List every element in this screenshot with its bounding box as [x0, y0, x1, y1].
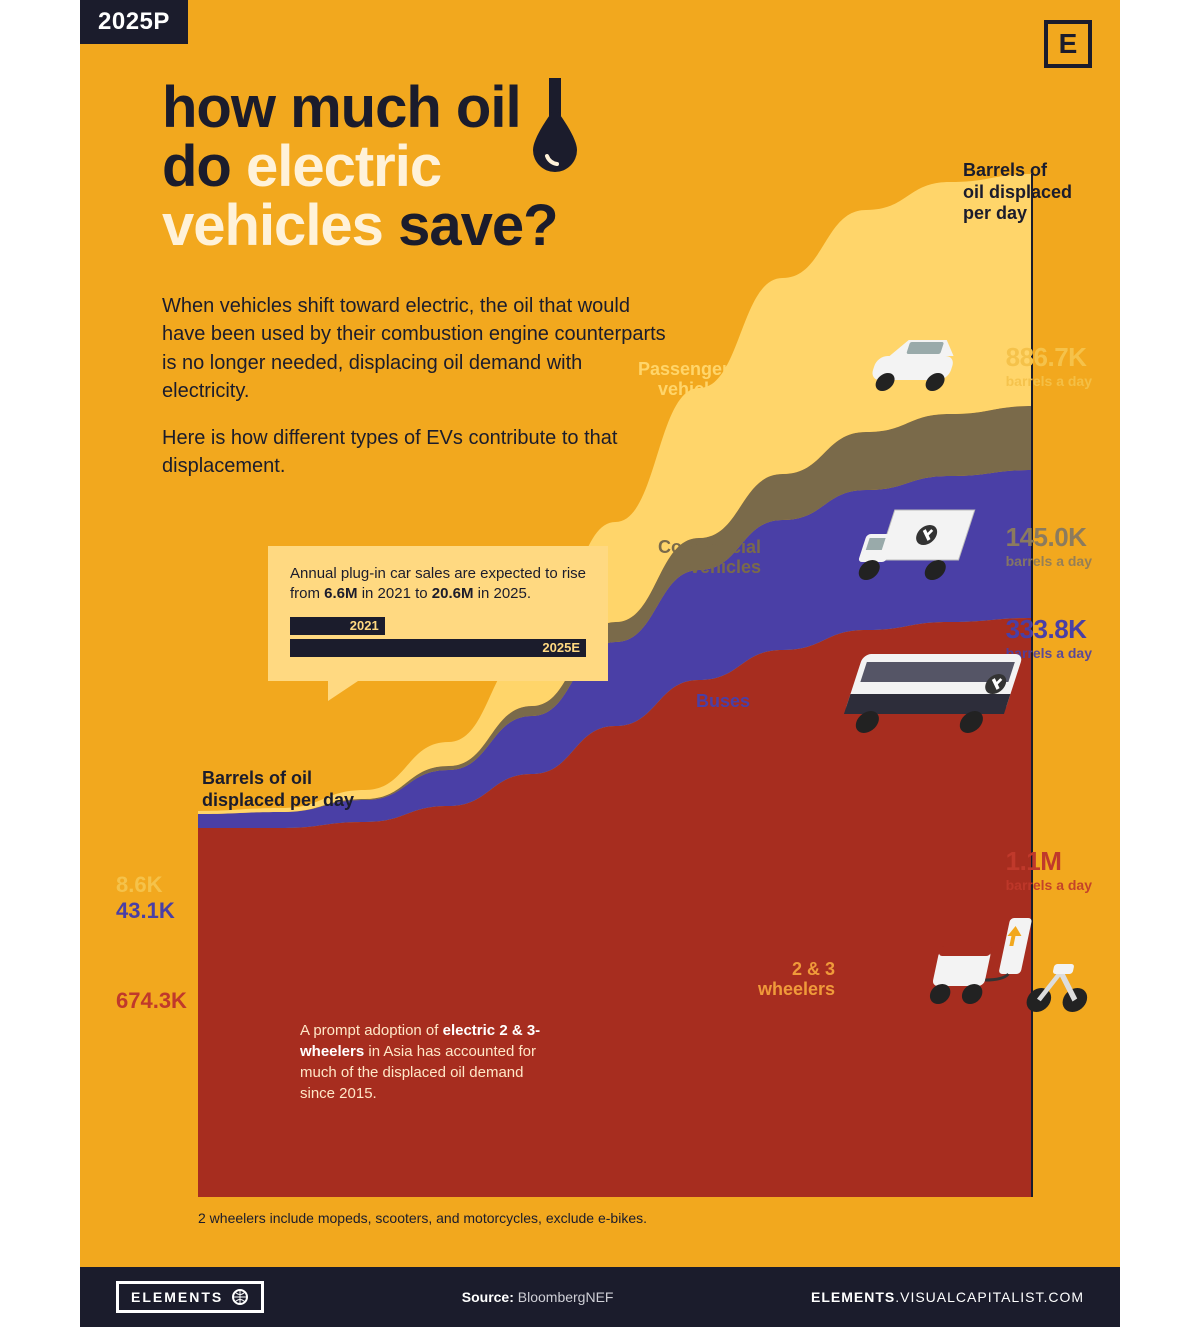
brand-letter: E [1059, 28, 1078, 60]
callout-text: Annual plug-in car sales are expected to… [290, 564, 586, 605]
start-value-passenger-vehicles: 8.6K [116, 872, 162, 898]
truck-icon [858, 500, 1008, 605]
callout-tail [328, 681, 358, 701]
series-label-commercial-vehicles: Commercialvehicles [658, 538, 761, 578]
footer-logo: ELEMENTS [116, 1281, 264, 1313]
bar-2025e: 2025E [290, 639, 586, 657]
sales-callout: Annual plug-in car sales are expected to… [268, 546, 608, 681]
footer-source: Source: BloombergNEF [264, 1289, 811, 1305]
year-end-badge: 2025P [80, 0, 188, 44]
start-value-buses: 43.1K [116, 898, 175, 924]
infographic-canvas: E how much oil do electric vehicles save… [80, 0, 1120, 1327]
callout-bar-chart: 2021 2025E [290, 617, 586, 657]
end-value-2-3-wheelers: 1.1Mbarrels a day [1006, 846, 1092, 893]
start-value-2-3-wheelers: 674.3K [116, 988, 187, 1014]
bus-icon [838, 640, 1038, 755]
footer-bar: ELEMENTS Source: BloombergNEF ELEMENTS.V… [80, 1267, 1120, 1327]
title-frag: l [505, 75, 520, 140]
left-axis-title: Barrels of oildisplaced per day [202, 768, 354, 811]
tuktuk-icon [918, 910, 1108, 1035]
bar-2021: 2021 [290, 617, 385, 635]
right-axis-title: Barrels ofoil displacedper day [963, 160, 1072, 225]
footnote: 2 wheelers include mopeds, scooters, and… [198, 1210, 647, 1226]
end-value-commercial-vehicles: 145.0Kbarrels a day [1006, 522, 1092, 569]
globe-icon [231, 1288, 249, 1306]
end-value-passenger-vehicles: 886.7Kbarrels a day [1006, 342, 1092, 389]
series-label-passenger-vehicles: Passengervehicles [638, 360, 729, 400]
footer-site: ELEMENTS.VISUALCAPITALIST.COM [811, 1289, 1084, 1305]
title-frag: how much oi [162, 75, 505, 140]
asia-note: A prompt adoption of electric 2 & 3-whee… [300, 1020, 560, 1104]
series-label-2-3-wheelers: 2 & 3wheelers [758, 960, 835, 1000]
brand-badge: E [1044, 20, 1092, 68]
car-icon [858, 330, 978, 405]
oil-drop-icon [525, 78, 585, 173]
series-label-buses: Buses [696, 692, 750, 712]
